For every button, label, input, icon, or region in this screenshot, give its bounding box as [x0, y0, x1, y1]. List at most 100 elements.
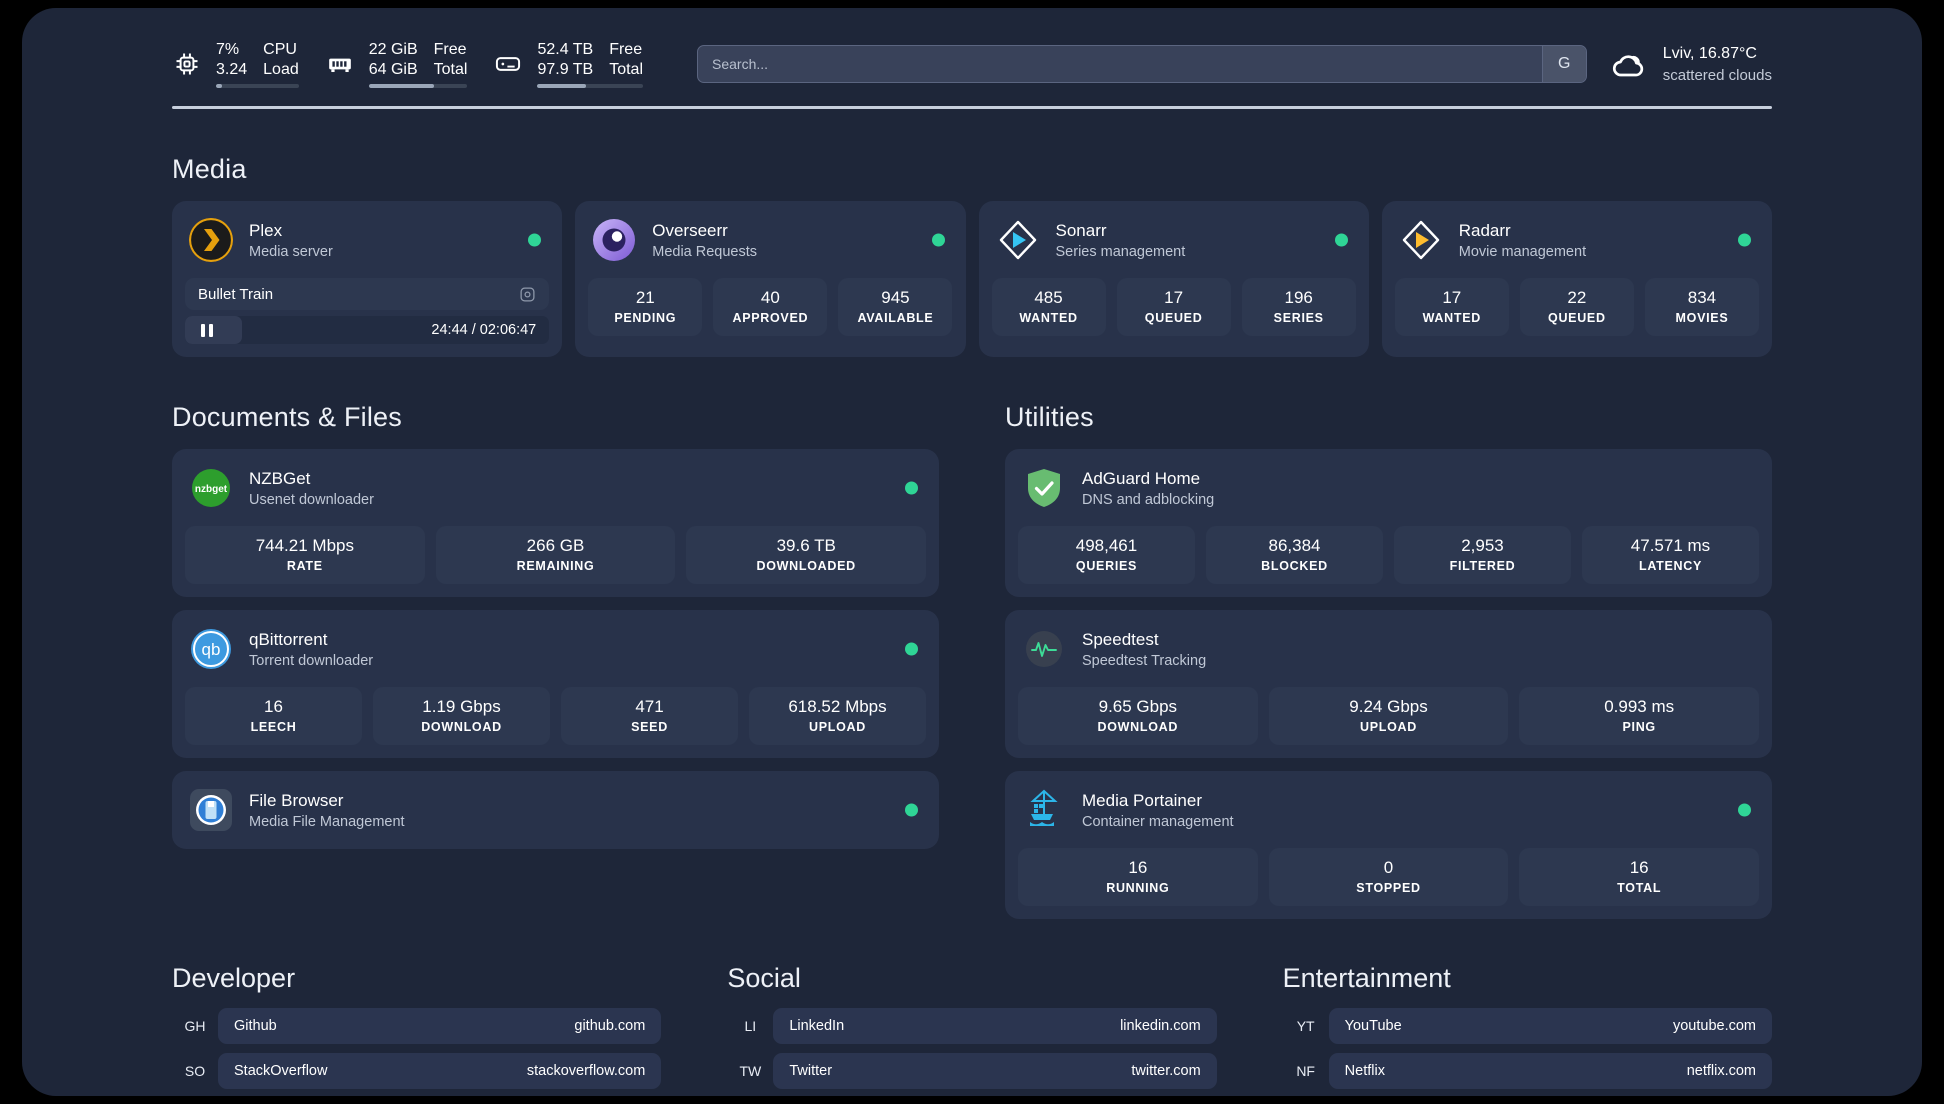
bookmark-sections: Developer GH Github github.com SO StackO… [172, 963, 1772, 1096]
stat-cell: 22 QUEUED [1519, 278, 1634, 336]
stat-value: 834 [1687, 288, 1717, 307]
bookmark-group-entertainment: Entertainment YT YouTube youtube.com NF … [1283, 963, 1772, 1096]
dashboard-header: 7% 3.24 CPU Load [22, 8, 1922, 94]
stat-cell: 2,953 FILTERED [1394, 526, 1571, 584]
system-stat-memory[interactable]: 22 GiB 64 GiB Free Total [325, 40, 468, 88]
section-title-utilities: Utilities [1005, 402, 1094, 432]
system-stat-cpu[interactable]: 7% 3.24 CPU Load [172, 40, 299, 88]
bookmark-body: LinkedIn linkedin.com [773, 1008, 1217, 1044]
bookmark-group-title: Entertainment [1282, 963, 1451, 993]
gear-icon[interactable] [519, 286, 536, 303]
service-card-nzbget[interactable]: nzbget NZBGet Usenet downloader 74 [172, 449, 939, 597]
cpu-label-bottom: Load [263, 61, 299, 78]
service-name: Plex [249, 220, 283, 240]
stat-label: LATENCY [1639, 559, 1702, 573]
bookmark-body: YouTube youtube.com [1328, 1008, 1772, 1044]
stat-cell: 0.993 ms PING [1519, 687, 1760, 745]
card-header: Speedtest Speedtest Tracking [1018, 623, 1759, 675]
service-card-overseerr[interactable]: Overseerr Media Requests 21 PENDING 40 A… [575, 201, 966, 357]
stat-strip: 21 PENDING 40 APPROVED 945 AVAILABLE [588, 278, 953, 336]
service-card-portainer[interactable]: Media Portainer Container management 16 … [1005, 771, 1772, 919]
service-card-speedtest[interactable]: Speedtest Speedtest Tracking 9.65 Gbps D… [1005, 610, 1772, 758]
stat-value: 16 [264, 697, 283, 716]
stat-label: DOWNLOADED [756, 559, 856, 573]
stat-cell: 21 PENDING [588, 278, 703, 336]
card-header: Radarr Movie management [1395, 214, 1759, 266]
dashboard-root: 7% 3.24 CPU Load [22, 8, 1922, 1096]
service-desc: DNS and adblocking [1082, 491, 1215, 508]
stat-cell: 1.19 Gbps DOWNLOAD [373, 687, 550, 745]
mid-columns: Documents & Files nzbget NZBGet [172, 357, 1772, 919]
stat-cell: 16 LEECH [185, 687, 362, 745]
bookmark-link[interactable]: YT YouTube youtube.com [1283, 1008, 1772, 1044]
service-desc: Container management [1082, 813, 1234, 830]
service-desc: Speedtest Tracking [1082, 652, 1207, 669]
system-stat-storage[interactable]: 52.4 TB 97.9 TB Free Total [493, 40, 643, 88]
stat-cell: 86,384 BLOCKED [1206, 526, 1383, 584]
bookmark-abbr: TW [739, 1063, 762, 1079]
status-badge-online [1738, 233, 1751, 247]
stat-value: 744.21 Mbps [255, 536, 354, 555]
stat-value: 17 [1164, 288, 1184, 307]
pause-icon[interactable] [185, 323, 213, 337]
stat-label: DOWNLOAD [1097, 720, 1179, 734]
bookmark-abbr: SO [184, 1063, 206, 1079]
stat-label: PENDING [614, 311, 677, 325]
service-card-filebrowser[interactable]: File Browser Media File Management [172, 771, 939, 849]
bookmark-link[interactable]: TW Twitter twitter.com [727, 1053, 1217, 1089]
stat-cell: 39.6 TB DOWNLOADED [686, 526, 927, 584]
stat-label: APPROVED [732, 311, 809, 325]
stat-value: 9.65 Gbps [1098, 697, 1178, 716]
bookmark-url: linkedin.com [1120, 1018, 1201, 1034]
memory-label-top: Free [433, 41, 467, 58]
weather-widget[interactable]: Lviv, 16.87°C scattered clouds [1609, 44, 1772, 85]
bookmark-link[interactable]: SO StackOverflow stackoverflow.com [172, 1053, 662, 1089]
stat-cell: 17 WANTED [1394, 278, 1509, 336]
bookmark-group-title: Developer [172, 963, 296, 993]
now-playing-progress[interactable]: 24:44 / 02:06:47 [185, 316, 550, 344]
bookmark-link[interactable]: NF Netflix netflix.com [1283, 1053, 1772, 1089]
bookmark-group-developer: Developer GH Github github.com SO StackO… [172, 963, 662, 1096]
bookmark-group-social: Social LI LinkedIn linkedin.com TW Twitt… [727, 963, 1217, 1096]
service-card-plex[interactable]: Plex Media server Bullet Train [172, 201, 563, 357]
status-badge-online [528, 233, 542, 247]
storage-label-bottom: Total [609, 61, 643, 78]
storage-usage-bar [537, 84, 643, 88]
stat-label: STOPPED [1356, 881, 1421, 895]
search-area: G [697, 45, 1587, 83]
service-card-sonarr[interactable]: Sonarr Series management 485 WANTED 17 Q… [978, 201, 1369, 357]
search-engine-button[interactable]: G [1541, 46, 1586, 82]
service-card-adguard[interactable]: AdGuard Home DNS and adblocking 498,461 … [1005, 449, 1772, 597]
search-input[interactable] [698, 56, 1542, 72]
stat-cell: 0 STOPPED [1268, 848, 1509, 906]
stat-cell: 471 SEED [561, 687, 738, 745]
stat-label: BLOCKED [1261, 559, 1328, 573]
status-badge-online [905, 642, 918, 656]
stat-strip: 17 WANTED 22 QUEUED 834 MOVIES [1394, 278, 1759, 336]
stat-label: WANTED [1422, 311, 1481, 325]
storage-label-top: Free [609, 41, 643, 58]
stat-value: 0 [1383, 858, 1394, 877]
stat-cell: 196 SERIES [1241, 278, 1356, 336]
section-title-documents: Documents & Files [172, 402, 402, 432]
stat-label: LEECH [250, 720, 297, 734]
status-badge-online [905, 481, 918, 495]
stat-cell: 266 GB REMAINING [435, 526, 676, 584]
bookmark-url: github.com [574, 1018, 646, 1034]
section-title-media: Media [172, 154, 247, 184]
service-card-radarr[interactable]: Radarr Movie management 17 WANTED 22 QUE… [1381, 201, 1772, 357]
elapsed-time: 24:44 [431, 322, 468, 338]
duration-time: 02:06:47 [479, 322, 537, 338]
service-card-qbittorrent[interactable]: qb qBittorrent Torrent downloader [172, 610, 939, 758]
stat-value: 1.19 Gbps [422, 697, 501, 716]
bookmark-url: youtube.com [1672, 1018, 1756, 1034]
search-box[interactable]: G [697, 45, 1587, 83]
stat-value: 485 [1034, 288, 1063, 307]
stat-value: 266 GB [526, 536, 585, 555]
bookmark-link[interactable]: GH Github github.com [172, 1008, 662, 1044]
card-header: Sonarr Series management [992, 214, 1356, 266]
weather-location-temp: Lviv, 16.87°C [1662, 44, 1757, 62]
stat-label: UPLOAD [809, 720, 866, 734]
bookmark-link[interactable]: LI LinkedIn linkedin.com [727, 1008, 1217, 1044]
nzbget-icon: nzbget [189, 466, 233, 510]
